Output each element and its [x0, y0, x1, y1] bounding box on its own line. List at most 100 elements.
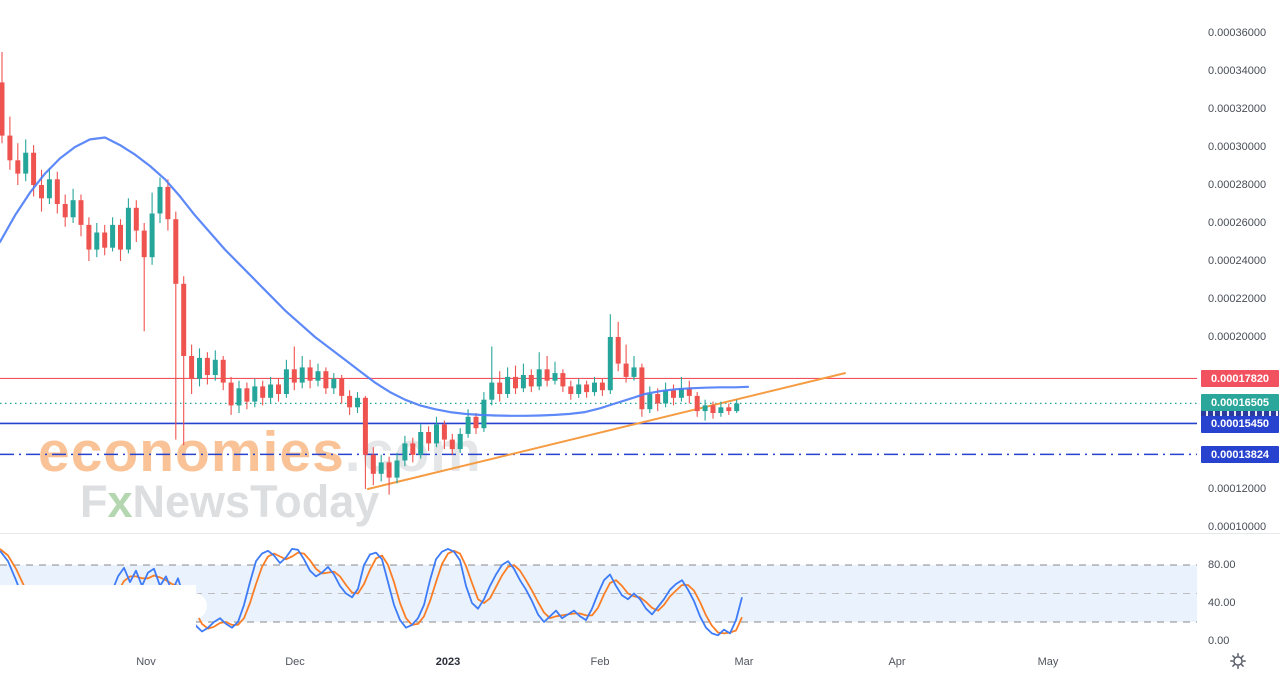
candle-body: [378, 462, 384, 474]
candle-body: [283, 369, 289, 394]
watermark-newstoday: NewsToday: [132, 476, 380, 527]
stochastic-k-line: [0, 548, 743, 637]
candle-body: [434, 424, 439, 444]
candle-body: [726, 407, 732, 412]
time-tick-label: 2023: [435, 656, 461, 668]
candle-body: [615, 337, 621, 364]
price-tick-label: 0.00026000: [1208, 217, 1267, 229]
price-tick-label: 0.00012000: [1208, 483, 1267, 495]
time-tick-label: Nov: [136, 656, 156, 668]
candle-body: [323, 371, 329, 389]
candle-body: [197, 357, 202, 379]
time-tick-label: Mar: [734, 656, 754, 668]
obscured-price-label: [1201, 409, 1279, 417]
candle-body: [299, 367, 305, 383]
current-price-label: 0.00016505: [1201, 394, 1279, 411]
time-axis[interactable]: Nov Dec 2023 Feb Mar Apr May: [0, 648, 1280, 680]
candle-body: [560, 373, 566, 387]
oscillator-tick-label: 80.00: [1208, 559, 1236, 571]
price-tick-label: 0.00036000: [1208, 27, 1267, 39]
candle-body: [252, 386, 258, 402]
candle-body: [355, 397, 360, 408]
white-overlay-patch: [0, 585, 196, 641]
price-tick-label: 0.00028000: [1208, 179, 1267, 191]
price-tick-label: 0.00034000: [1208, 65, 1267, 77]
candle-body: [694, 395, 700, 412]
candle-body: [125, 207, 131, 250]
time-tick-label: Feb: [590, 656, 610, 668]
candle-body: [78, 200, 84, 225]
candle-body: [228, 382, 234, 406]
candle-body: [39, 185, 44, 199]
white-overlay-patch-bump: [181, 593, 207, 619]
candle-body: [607, 337, 613, 391]
candle-body: [686, 388, 692, 396]
candle-body: [149, 213, 155, 258]
candle-body: [54, 179, 60, 204]
candle-body: [544, 369, 550, 381]
candle-body: [189, 356, 195, 379]
candle-body: [94, 232, 100, 250]
candle-body: [710, 405, 716, 413]
candle-body: [481, 399, 487, 429]
candle-body: [260, 386, 266, 398]
oscillator-tick-label: 40.00: [1208, 597, 1236, 609]
candle-body: [181, 283, 187, 356]
resistance-price-label: 0.00017820: [1201, 370, 1279, 387]
candle-body: [410, 443, 416, 455]
lower-support-price-label: 0.00013824: [1201, 446, 1279, 463]
candle-body: [584, 384, 590, 393]
candle-body: [734, 403, 740, 412]
candle-body: [441, 424, 447, 440]
candle-body: [291, 369, 297, 383]
watermark-f: F: [80, 476, 108, 527]
candle-body: [0, 82, 5, 136]
candle-body: [46, 179, 52, 199]
candle-body: [718, 407, 724, 413]
price-tick-label: 0.00010000: [1208, 521, 1267, 533]
candle-body: [623, 363, 629, 377]
candle-body: [402, 443, 408, 461]
candle-body: [133, 207, 139, 231]
price-axis[interactable]: 0.00036000 0.00034000 0.00032000 0.00030000…: [1200, 0, 1280, 648]
candle-body: [307, 367, 313, 381]
candle-body: [489, 382, 495, 400]
candle-body: [536, 369, 542, 387]
candle-body: [631, 367, 637, 377]
candle-body: [528, 375, 534, 387]
candle-body: [362, 397, 368, 455]
stochastic-d-line: [0, 548, 743, 635]
candle-body: [102, 232, 108, 248]
candle-body: [204, 357, 210, 375]
chart-canvas[interactable]: [0, 0, 1280, 648]
price-tick-label: 0.00024000: [1208, 255, 1267, 267]
candle-body: [15, 160, 21, 174]
candle-body: [331, 378, 337, 389]
candle-body: [568, 386, 574, 394]
watermark-x: x: [107, 476, 133, 527]
price-tick-label: 0.00030000: [1208, 141, 1267, 153]
candle-body: [220, 359, 226, 383]
candle-body: [639, 367, 645, 410]
candle-body: [671, 390, 676, 398]
candle-body: [62, 204, 68, 218]
watermark-economies: economies: [38, 420, 345, 484]
candle-body: [426, 432, 432, 444]
watermark-fxnewstoday: FxNewsToday: [80, 479, 379, 524]
candle-body: [655, 394, 661, 404]
settings-icon[interactable]: [1229, 652, 1247, 670]
price-tick-label: 0.00032000: [1208, 103, 1267, 115]
candle-body: [552, 373, 558, 381]
candle-body: [663, 390, 669, 404]
price-tick-label: 0.00022000: [1208, 293, 1267, 305]
candle-body: [339, 378, 345, 396]
candle-body: [268, 384, 274, 398]
candle-body: [244, 388, 250, 402]
candle-body: [497, 382, 503, 394]
candle-body: [347, 395, 353, 408]
candle-body: [449, 439, 455, 450]
candle-body: [599, 382, 605, 391]
candle-body: [141, 230, 147, 258]
time-tick-label: Dec: [285, 656, 305, 668]
moving-average-line: [0, 136, 750, 417]
